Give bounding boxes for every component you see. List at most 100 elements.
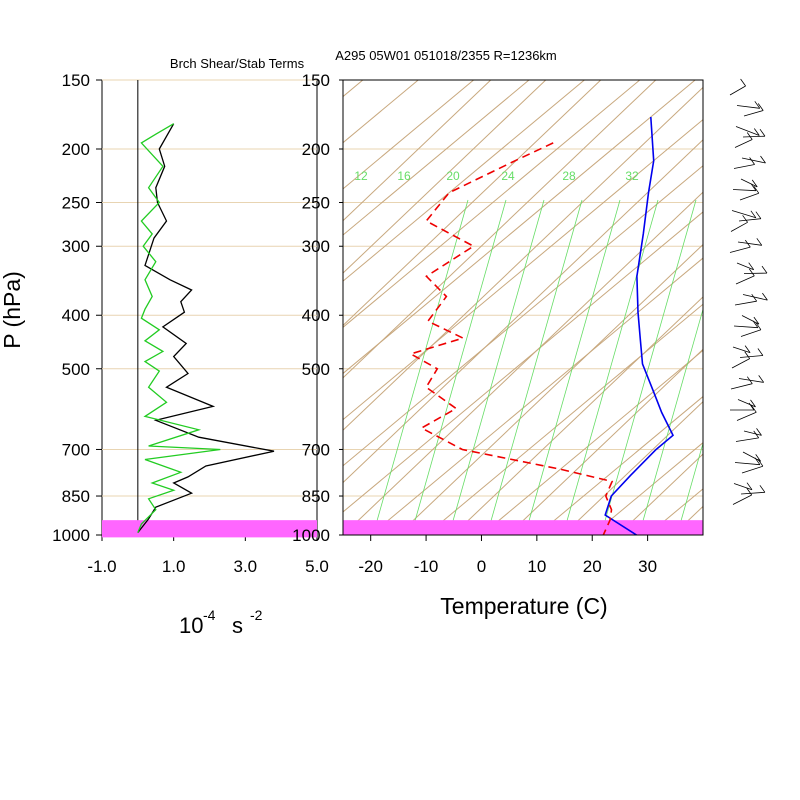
mixing-ratio-line [448, 199, 545, 535]
wind-barb-shaft [742, 294, 768, 301]
wind-barb-feather [744, 239, 751, 248]
dry-adiabat-line [728, 80, 800, 535]
isotherm-line [343, 80, 696, 375]
y-tick-label: 850 [302, 487, 330, 506]
left-panel-frame [101, 79, 318, 536]
y-tick-label: 400 [302, 306, 330, 325]
mixing-ratio-line [562, 199, 659, 535]
y-tick-label: 1000 [292, 526, 330, 545]
wind-barb-shaft [739, 192, 759, 201]
wind-barb-feather [749, 157, 755, 165]
y-tick-label: 150 [302, 71, 330, 90]
surface-band-skewt [343, 520, 703, 535]
isotherm-line [536, 395, 703, 535]
wind-barb-feather [742, 215, 748, 223]
wind-barb-shaft [732, 494, 752, 505]
dry-adiabat-line [343, 191, 703, 535]
y-tick-label: 250 [302, 194, 330, 213]
mixing-ratio-line [676, 441, 703, 535]
isotherm-line [343, 80, 474, 190]
wind-barb-shaft [735, 126, 760, 136]
wind-barb-shaft [733, 325, 758, 329]
wind-barb-feather [744, 351, 751, 359]
y-tick-label: 200 [62, 140, 90, 159]
wind-barb-shaft [742, 135, 766, 138]
mixing-ratio-label: 16 [397, 169, 411, 183]
mixing-ratio-label: 12 [354, 169, 368, 183]
y-tick-label: 500 [302, 360, 330, 379]
dry-adiabat-line [562, 400, 703, 535]
wind-barb-feather [754, 457, 761, 465]
isotherm-line [370, 257, 703, 535]
wind-barb-feather [752, 320, 759, 328]
wind-barb-feather [757, 103, 764, 111]
wind-barb-shaft [740, 329, 762, 337]
y-tick-label: 850 [62, 487, 90, 506]
wind-barb-feather [754, 101, 761, 109]
dry-adiabat-line [343, 80, 657, 379]
wind-barb-feather [757, 458, 764, 467]
mixing-ratio-line [410, 199, 507, 535]
wind-barb-shaft [740, 491, 765, 495]
x-tick-label: 3.0 [234, 557, 258, 576]
wind-barb-shaft [737, 241, 762, 246]
wind-barb-feather [746, 376, 753, 384]
wind-barb-feather [756, 238, 763, 246]
x-tick-label: -20 [358, 557, 383, 576]
wind-barb-shaft [735, 437, 759, 442]
wind-barb-feather [740, 78, 746, 87]
x-tick-label: -1.0 [87, 557, 116, 576]
mixing-ratio-label: 28 [562, 169, 576, 183]
wind-barb-feather [755, 211, 762, 219]
left-panel-title: Brch Shear/Stab Terms [170, 56, 305, 71]
wind-barb-feather [753, 316, 760, 325]
mixing-ratio-line [486, 199, 583, 535]
x-axis-label: Temperature (C) [440, 593, 607, 619]
mixing-ratio-line [715, 200, 800, 535]
wind-barb-feather [759, 128, 766, 137]
isotherm-line [758, 80, 800, 535]
mixing-ratio-label: 32 [625, 169, 639, 183]
mixing-ratio-line [372, 199, 469, 535]
y-tick-label: 700 [302, 440, 330, 459]
mixing-ratio-label: 24 [501, 169, 515, 183]
unit-seconds-exponent: -2 [250, 607, 263, 623]
y-axis-label: P (hPa) [0, 271, 25, 349]
wind-barb-feather [760, 155, 766, 164]
wind-barb-shaft [736, 105, 760, 109]
isotherm-line [343, 165, 703, 467]
wind-barb-feather [751, 179, 758, 188]
y-tick-label: 150 [62, 71, 90, 90]
x-tick-label: 1.0 [162, 557, 186, 576]
x-tick-label: 0 [477, 557, 486, 576]
dry-adiabat-line [452, 296, 703, 535]
wind-barb-shaft [741, 465, 764, 474]
mixing-ratio-label: 20 [446, 169, 460, 183]
y-tick-label: 400 [62, 306, 90, 325]
isotherm-line [702, 534, 703, 535]
wind-barb-feather [755, 454, 762, 462]
unit-base: 10 [179, 613, 203, 638]
y-tick-label: 1000 [52, 526, 90, 545]
wind-barb-feather [748, 268, 755, 277]
isotherm-line [343, 80, 585, 282]
wind-barb-shaft [738, 218, 761, 222]
wind-barb-feather [750, 399, 756, 408]
wind-barb-shaft [740, 178, 758, 188]
dry-adiabat-line [343, 80, 492, 222]
wind-barb-shaft [734, 462, 760, 466]
wind-barb-shaft [732, 346, 751, 353]
isotherm-line [343, 118, 703, 421]
x-tick-label: 30 [638, 557, 657, 576]
wind-barb-shaft [734, 300, 757, 306]
wind-barb-feather [759, 485, 766, 493]
wind-barb-feather [753, 128, 760, 136]
wind-barb-feather [753, 185, 760, 194]
wind-barb-shaft [730, 383, 753, 390]
left-unit-label: 10 -4 s -2 [179, 607, 263, 638]
wind-barb-shaft [738, 378, 764, 383]
wind-barb-shaft [731, 358, 750, 369]
x-tick-label: 10 [527, 557, 546, 576]
wind-barb-shaft [732, 189, 757, 192]
